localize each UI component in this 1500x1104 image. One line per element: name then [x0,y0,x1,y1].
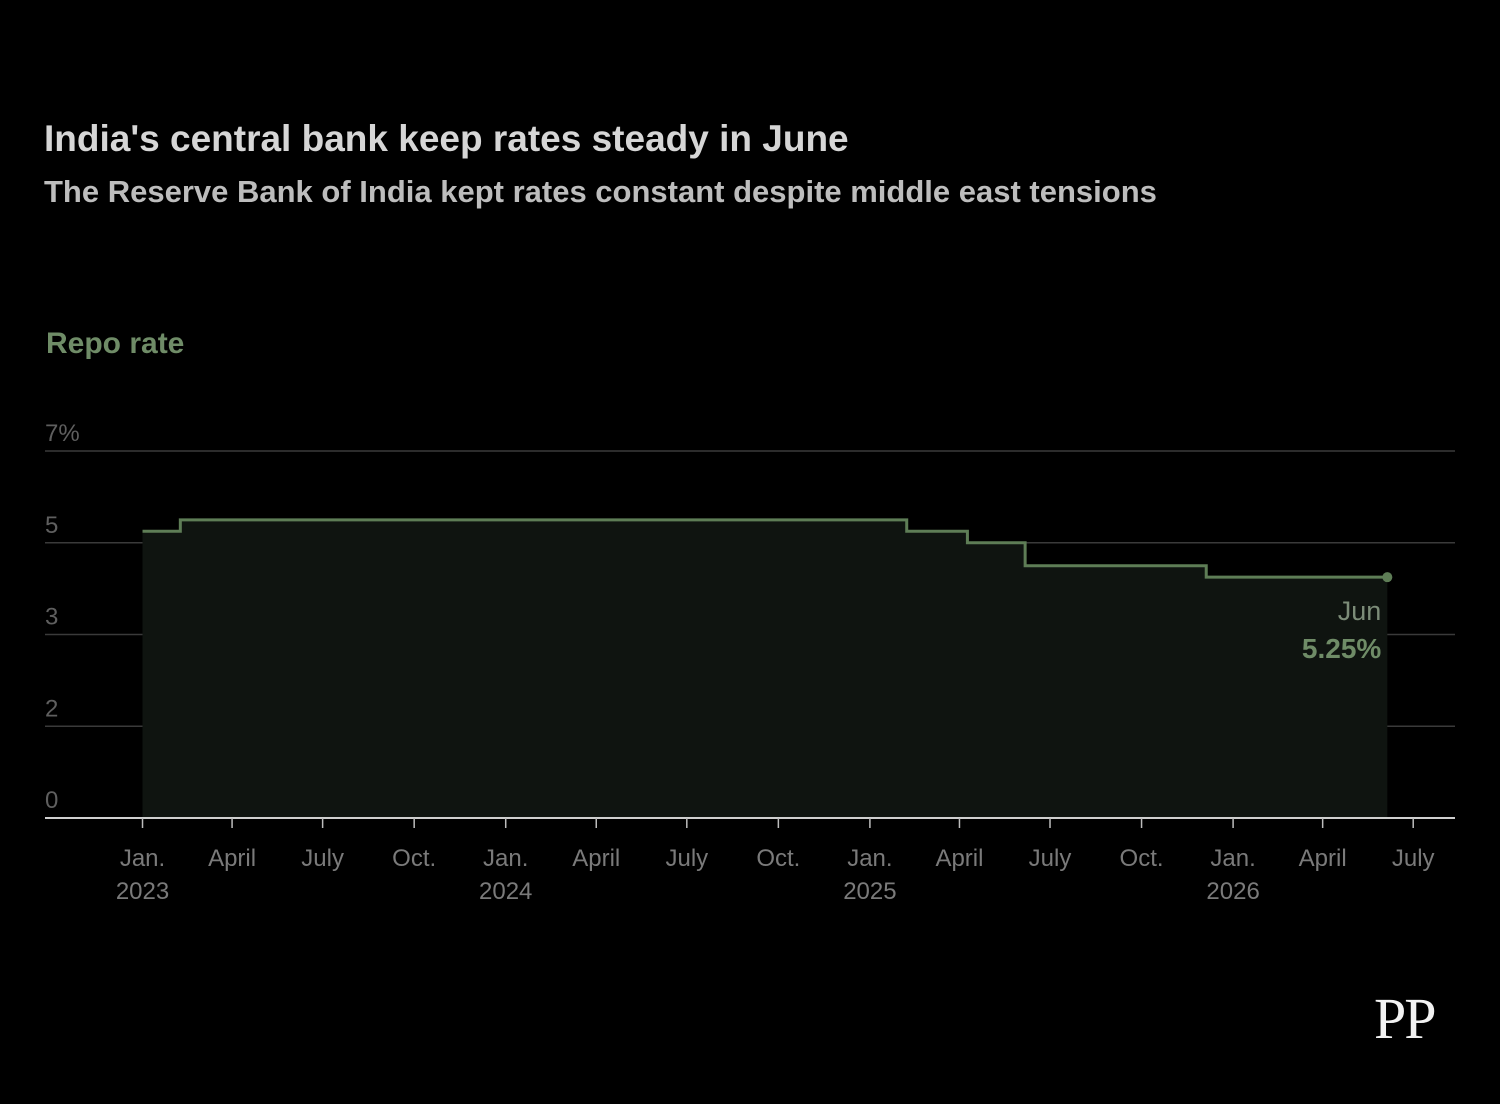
y-tick-label: 2 [45,695,58,722]
chart-title: India's central bank keep rates steady i… [44,118,849,159]
y-tick-label: 5 [45,512,58,539]
x-tick-label: July [665,845,708,872]
chart-subtitle: The Reserve Bank of India kept rates con… [44,174,1157,209]
x-tick-label: April [935,845,983,872]
x-tick-label: Jan. [483,845,528,872]
x-tick-label: Oct. [392,845,436,872]
x-tick-label: April [572,845,620,872]
x-tick-label: July [1029,845,1072,872]
x-tick-year: 2023 [116,878,169,905]
x-axis: Jan. 2023 April July Oct. Jan. 2024 April July Oc… [116,818,1435,905]
series-label: Repo rate [46,327,185,360]
x-tick-label: Oct. [756,845,800,872]
x-tick-label: Jan. [120,845,165,872]
x-tick-label: July [301,845,344,872]
x-tick-label: April [208,845,256,872]
x-tick-year: 2024 [479,878,532,905]
brand-logo: PP [1374,986,1436,1051]
x-tick-label: Jan. [847,845,892,872]
y-axis: 7% 5 3 2 0 [45,420,80,814]
x-tick-year: 2025 [843,878,896,905]
y-tick-label: 3 [45,604,58,631]
series-line [142,518,1388,579]
x-tick-label: April [1299,845,1347,872]
y-tick-label: 7% [45,420,80,447]
x-tick-label: July [1392,845,1435,872]
x-tick-label: Jan. [1210,845,1255,872]
end-annotation-value: 5.25% [1302,633,1381,664]
x-tick-year: 2026 [1206,878,1259,905]
series-area [142,519,1388,818]
end-annotation-month: Jun [1338,596,1382,626]
y-tick-label: 0 [45,787,58,814]
series-end-point [1382,572,1393,583]
x-tick-label: Oct. [1120,845,1164,872]
